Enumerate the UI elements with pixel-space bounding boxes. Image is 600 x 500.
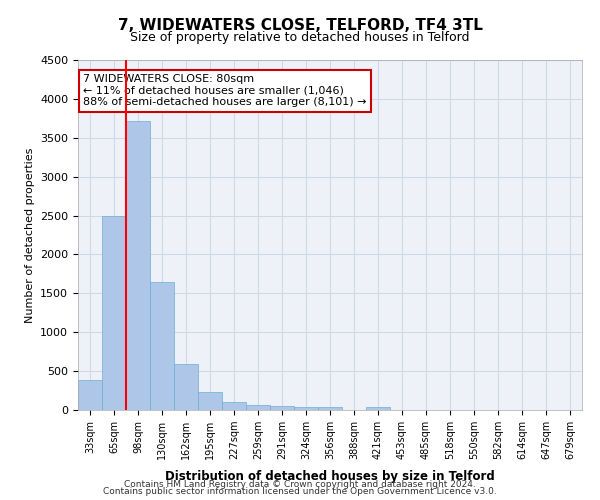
Bar	[246, 406, 270, 410]
Y-axis label: Number of detached properties: Number of detached properties	[25, 148, 35, 322]
Bar	[174, 364, 198, 410]
Bar	[126, 120, 150, 410]
Bar	[222, 402, 246, 410]
Bar	[102, 216, 126, 410]
Bar	[294, 407, 318, 410]
X-axis label: Distribution of detached houses by size in Telford: Distribution of detached houses by size …	[165, 470, 495, 484]
Text: Contains public sector information licensed under the Open Government Licence v3: Contains public sector information licen…	[103, 487, 497, 496]
Text: Contains HM Land Registry data © Crown copyright and database right 2024.: Contains HM Land Registry data © Crown c…	[124, 480, 476, 489]
Text: 7 WIDEWATERS CLOSE: 80sqm
← 11% of detached houses are smaller (1,046)
88% of se: 7 WIDEWATERS CLOSE: 80sqm ← 11% of detac…	[83, 74, 367, 107]
Bar	[78, 380, 102, 410]
Bar	[366, 406, 390, 410]
Text: Size of property relative to detached houses in Telford: Size of property relative to detached ho…	[130, 31, 470, 44]
Bar	[198, 392, 222, 410]
Bar	[150, 282, 174, 410]
Text: 7, WIDEWATERS CLOSE, TELFORD, TF4 3TL: 7, WIDEWATERS CLOSE, TELFORD, TF4 3TL	[118, 18, 482, 32]
Bar	[270, 406, 294, 410]
Bar	[318, 408, 342, 410]
